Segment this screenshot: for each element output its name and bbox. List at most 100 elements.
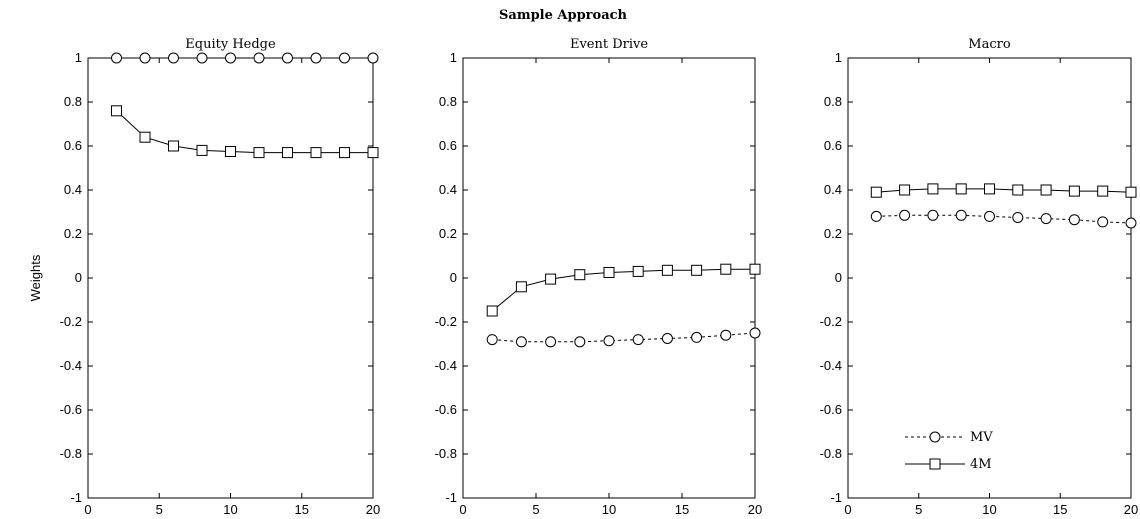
y-tick-label: -0.6 — [820, 402, 842, 417]
x-tick-label: 15 — [1053, 502, 1067, 517]
data-point — [984, 183, 995, 195]
data-point — [632, 265, 644, 277]
series-line — [876, 188, 1132, 193]
data-point — [310, 147, 322, 159]
data-point — [486, 305, 498, 317]
panel-3: Macro-1-0.8-0.6-0.4-0.200.20.40.60.810 5 1… — [820, 37, 1139, 517]
legend-label: MV — [970, 430, 993, 445]
legend-marker-square — [929, 458, 941, 470]
panel-2: Event Drive -1 -0.8 -0.6 -0.4 -0.2 0 0.2 0.4 0.6 0… — [435, 37, 763, 517]
x-tick-label: 20 — [366, 502, 380, 517]
x-tick-label: 0 — [84, 502, 91, 517]
y-tick-label: 0.6 — [439, 138, 457, 153]
y-tick-label: 0.6 — [824, 138, 842, 153]
panel-title: Macro — [968, 37, 1011, 52]
y-tick-label: 0 — [835, 270, 842, 285]
data-point — [139, 131, 151, 143]
data-point — [339, 147, 350, 159]
y-tick-label: -0.8 — [60, 446, 82, 461]
y-tick-label: -1 — [445, 490, 457, 505]
data-point — [168, 140, 179, 152]
data-point — [1097, 185, 1109, 197]
legend: MV 4M — [905, 430, 993, 472]
data-point — [691, 331, 703, 343]
y-tick-label: -0.6 — [435, 402, 457, 417]
data-point — [168, 52, 179, 64]
x-tick-label: 10 — [982, 502, 996, 517]
data-point — [691, 264, 703, 276]
data-point — [196, 144, 208, 156]
data-point — [139, 52, 151, 64]
data-point — [632, 334, 644, 346]
data-point — [603, 335, 615, 347]
x-tick-label: 15 — [295, 502, 309, 517]
data-point — [1040, 184, 1052, 196]
y-tick-label: 0.6 — [64, 138, 82, 153]
y-tick-label: 0 — [450, 270, 457, 285]
y-tick-label: 0.4 — [64, 182, 82, 197]
data-point — [253, 147, 265, 159]
panel-title: Equity Hedge — [185, 37, 276, 52]
x-tick-label: 20 — [748, 502, 762, 517]
y-axis-label: Weights — [28, 254, 43, 301]
data-point — [1068, 214, 1080, 226]
series-line — [492, 332, 756, 343]
data-point — [870, 186, 882, 198]
data-point — [545, 336, 557, 348]
data-point — [111, 105, 122, 117]
data-point — [749, 327, 761, 339]
data-point — [661, 264, 673, 276]
x-tick-label: 5 — [156, 502, 163, 517]
y-tick-label: -0.6 — [60, 402, 82, 417]
y-tick-label: -0.2 — [435, 314, 457, 329]
data-point — [899, 209, 911, 221]
data-point — [1097, 216, 1109, 228]
data-point — [225, 52, 236, 64]
data-point — [574, 269, 586, 281]
series-line — [876, 214, 1132, 224]
data-point — [927, 183, 939, 195]
y-tick-label: -0.2 — [820, 314, 842, 329]
x-tick-label: 5 — [532, 502, 539, 517]
y-tick-label: 0.2 — [439, 226, 457, 241]
x-tick-label: 20 — [1124, 502, 1138, 517]
y-tick-label: -0.4 — [435, 358, 457, 373]
data-point — [984, 210, 995, 222]
y-tick-label: 0.2 — [824, 226, 842, 241]
y-tick-label: 0.8 — [439, 94, 457, 109]
data-point — [282, 52, 293, 64]
panel-title: Event Drive — [570, 37, 648, 52]
data-point — [927, 209, 939, 221]
data-point — [1012, 212, 1024, 223]
data-point — [1125, 186, 1137, 198]
data-point — [955, 183, 967, 195]
data-point — [111, 52, 122, 64]
data-point — [515, 281, 527, 293]
data-point — [1068, 185, 1080, 197]
data-point — [1125, 217, 1137, 229]
data-point — [955, 209, 967, 221]
series-MV — [486, 327, 761, 348]
data-point — [310, 52, 322, 64]
data-point — [282, 147, 293, 159]
series-MV — [111, 52, 379, 64]
chart-panels: Equity Hedge -1 -0.8 -0.6 -0.4 -0.2 0 0.2 0.4 0.6… — [60, 37, 1139, 517]
data-point — [367, 52, 379, 64]
x-tick-label: 5 — [915, 502, 922, 517]
series-MV — [870, 209, 1137, 229]
y-tick-label: 0 — [75, 270, 82, 285]
y-tick-label: -0.4 — [60, 358, 82, 373]
series-line — [491, 268, 755, 312]
data-point — [339, 52, 350, 64]
y-tick-label: -0.2 — [60, 314, 82, 329]
y-tick-label: 1 — [75, 50, 82, 65]
data-point — [367, 147, 379, 159]
data-point — [515, 336, 527, 348]
y-tick-label: 0.4 — [824, 182, 842, 197]
data-point — [253, 52, 265, 64]
data-point — [225, 146, 236, 157]
data-point — [603, 267, 615, 278]
y-tick-label: 0.2 — [64, 226, 82, 241]
y-tick-label: -0.8 — [435, 446, 457, 461]
data-point — [486, 334, 498, 346]
